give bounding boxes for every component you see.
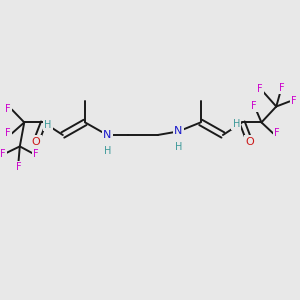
Text: F: F: [0, 148, 5, 159]
Text: N: N: [103, 130, 112, 140]
Text: F: F: [5, 128, 11, 139]
Text: O: O: [32, 136, 40, 147]
Text: F: F: [291, 96, 297, 106]
Text: F: F: [257, 83, 263, 94]
Text: O: O: [245, 136, 254, 147]
Text: F: F: [5, 104, 11, 115]
Text: H: H: [232, 118, 240, 129]
Text: F: F: [279, 82, 285, 93]
Text: F: F: [274, 128, 280, 139]
Text: F: F: [16, 162, 21, 172]
Text: F: F: [33, 148, 38, 159]
Text: N: N: [174, 126, 183, 136]
Text: H: H: [103, 146, 111, 156]
Text: F: F: [251, 100, 257, 111]
Text: H: H: [175, 142, 182, 152]
Text: H: H: [44, 119, 52, 130]
